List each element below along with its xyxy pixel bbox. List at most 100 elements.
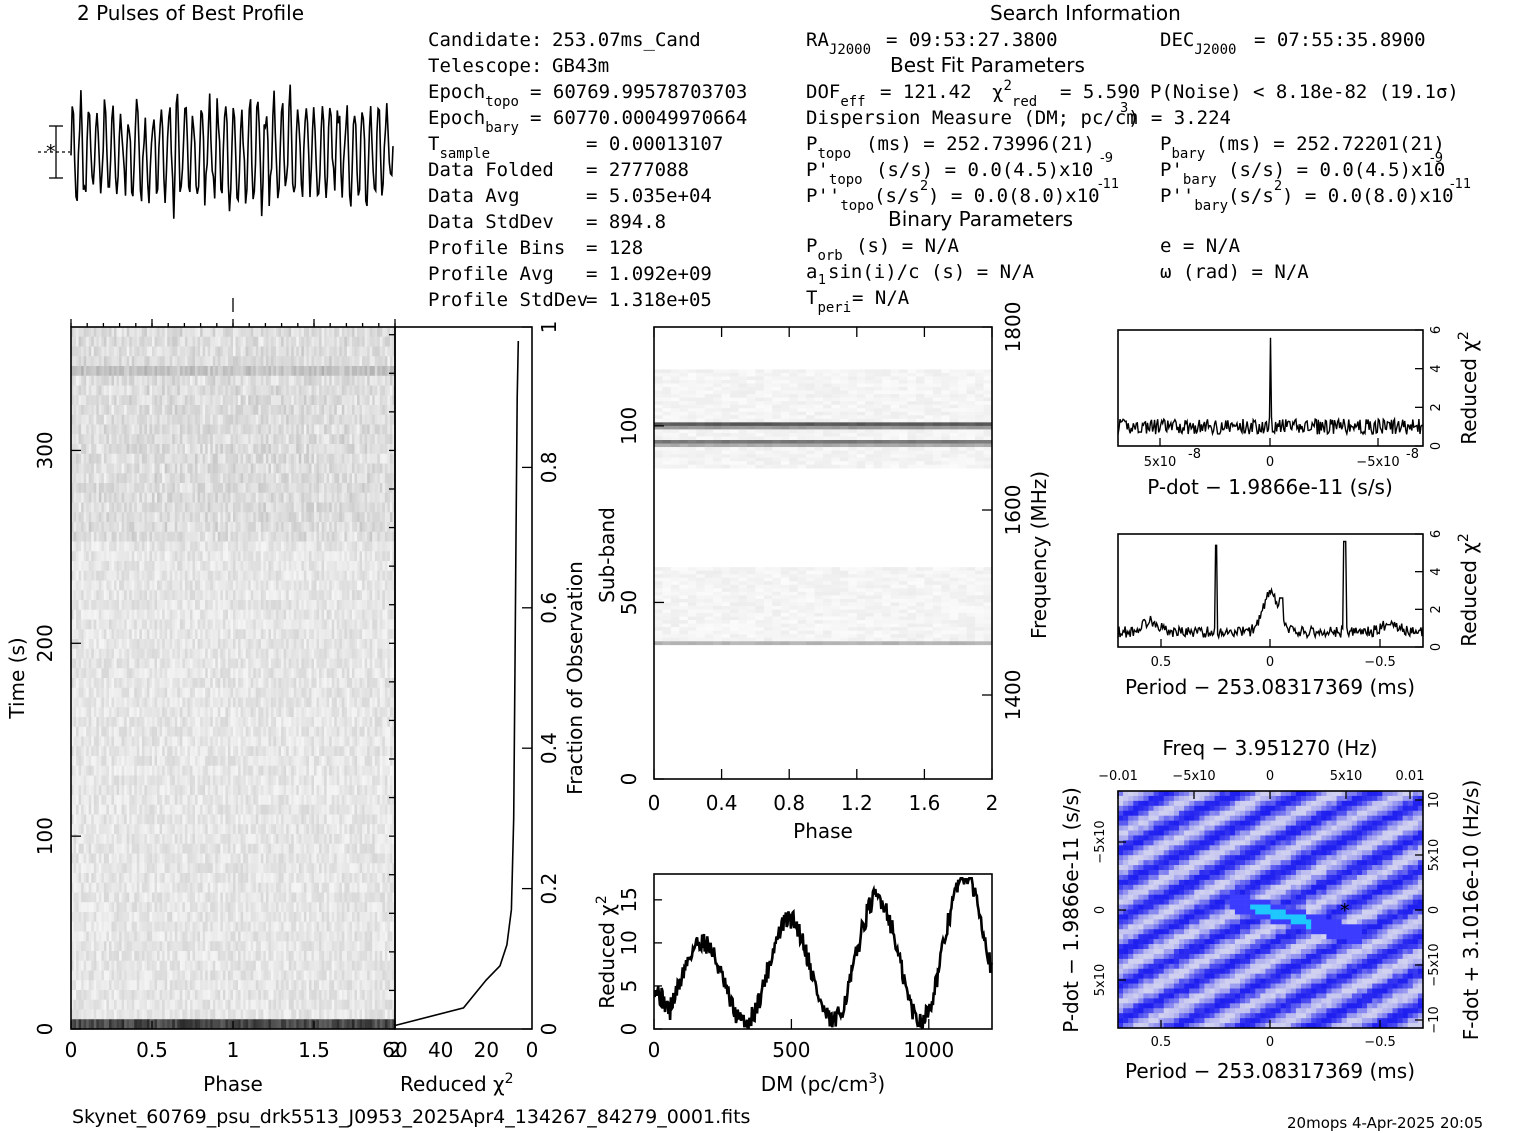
heatmap-cell	[308, 600, 312, 611]
heatmap-cell	[189, 678, 193, 689]
heatmap-cell	[174, 346, 178, 357]
heatmap-cell	[144, 522, 148, 533]
heatmap-cell	[334, 346, 338, 357]
heatmap-cell	[296, 570, 300, 581]
heatmap-cell	[357, 531, 360, 542]
heatmap-cell	[119, 648, 122, 659]
heatmap-cell	[205, 648, 208, 659]
heatmap-cell	[172, 687, 176, 698]
heatmap-cell	[91, 629, 95, 640]
heatmap-cell	[195, 356, 198, 367]
heatmap-cell	[215, 453, 219, 464]
heatmap-cell	[174, 609, 178, 620]
heatmap-cell	[306, 639, 310, 650]
heatmap-cell	[222, 648, 226, 659]
heatmap-cell	[230, 561, 234, 572]
heatmap-cell	[81, 697, 84, 708]
heatmap-cell	[230, 444, 234, 455]
heatmap-cell	[212, 492, 216, 503]
heatmap-cell	[157, 561, 160, 572]
heatmap-cell	[197, 629, 201, 640]
heatmap-cell	[238, 444, 241, 455]
heatmap-cell	[174, 668, 178, 679]
heatmap-cell	[316, 336, 320, 347]
heatmap-cell	[152, 444, 155, 455]
heatmap-cell	[369, 658, 373, 669]
heatmap-cell	[220, 551, 224, 562]
heatmap-cell	[101, 658, 105, 669]
heatmap-cell	[268, 639, 272, 650]
heatmap-cell	[245, 629, 249, 640]
heatmap-cell	[240, 580, 244, 591]
heatmap-cell	[265, 551, 269, 562]
heatmap-cell	[144, 414, 148, 425]
heatmap-cell	[182, 697, 186, 708]
heatmap-cell	[278, 639, 282, 650]
heatmap-cell	[149, 453, 153, 464]
heatmap-cell	[255, 356, 259, 367]
heatmap-cell	[276, 551, 279, 562]
heatmap-cell	[273, 590, 277, 601]
heatmap-cell	[227, 570, 231, 581]
heatmap-cell	[359, 405, 363, 416]
heatmap-cell	[169, 609, 173, 620]
heatmap-cell	[238, 395, 241, 406]
heatmap-cell	[286, 609, 289, 620]
heatmap-cell	[86, 629, 90, 640]
param-value-9: = 1.092e+09	[586, 263, 712, 285]
heatmap-cell	[288, 405, 292, 416]
heatmap-cell	[222, 609, 226, 620]
heatmap-cell	[314, 385, 317, 396]
heatmap-cell	[222, 678, 226, 689]
heatmap-cell	[200, 463, 203, 474]
heatmap-cell	[384, 444, 388, 455]
heatmap-cell	[149, 531, 153, 542]
heatmap-cell	[293, 580, 297, 591]
heatmap-cell	[136, 336, 140, 347]
heatmap-cell	[83, 444, 87, 455]
heatmap-cell	[268, 648, 272, 659]
heatmap-cell	[357, 414, 360, 425]
heatmap-cell	[265, 444, 269, 455]
heatmap-cell	[152, 512, 155, 523]
heatmap-cell	[270, 327, 274, 338]
heatmap-cell	[76, 414, 79, 425]
heatmap-cell	[144, 658, 148, 669]
heatmap-cell	[372, 541, 376, 552]
heatmap-cell	[192, 590, 196, 601]
heatmap-cell	[344, 463, 348, 474]
heatmap-cell	[189, 561, 193, 572]
heatmap-cell	[359, 395, 363, 406]
heatmap-cell	[339, 609, 343, 620]
heatmap-cell	[116, 453, 120, 464]
heatmap-cell	[195, 336, 198, 347]
heatmap-cell	[154, 346, 158, 357]
heatmap-cell	[144, 463, 148, 474]
heatmap-cell	[258, 327, 262, 338]
heatmap-cell	[389, 541, 393, 552]
heatmap-cell	[78, 473, 82, 484]
heatmap-cell	[392, 375, 396, 386]
heatmap-cell	[187, 639, 191, 650]
heatmap-cell	[334, 600, 338, 611]
heatmap-cell	[225, 590, 229, 601]
heatmap-cell	[131, 687, 135, 698]
heatmap-cell	[119, 609, 122, 620]
heatmap-cell	[253, 512, 257, 523]
heatmap-cell	[268, 375, 272, 386]
heatmap-cell	[71, 551, 74, 562]
heatmap-cell	[121, 531, 125, 542]
heatmap-cell	[149, 570, 153, 581]
heatmap-cell	[341, 327, 345, 338]
heatmap-cell	[146, 522, 150, 533]
heatmap-cell	[212, 580, 216, 591]
heatmap-cell	[227, 687, 231, 698]
heatmap-cell	[389, 551, 393, 562]
heatmap-cell	[162, 668, 165, 679]
heatmap-cell	[240, 531, 244, 542]
heatmap-cell	[341, 600, 345, 611]
heatmap-cell	[230, 483, 234, 494]
heatmap-cell	[306, 385, 310, 396]
heatmap-cell	[131, 570, 135, 581]
heatmap-cell	[260, 541, 264, 552]
